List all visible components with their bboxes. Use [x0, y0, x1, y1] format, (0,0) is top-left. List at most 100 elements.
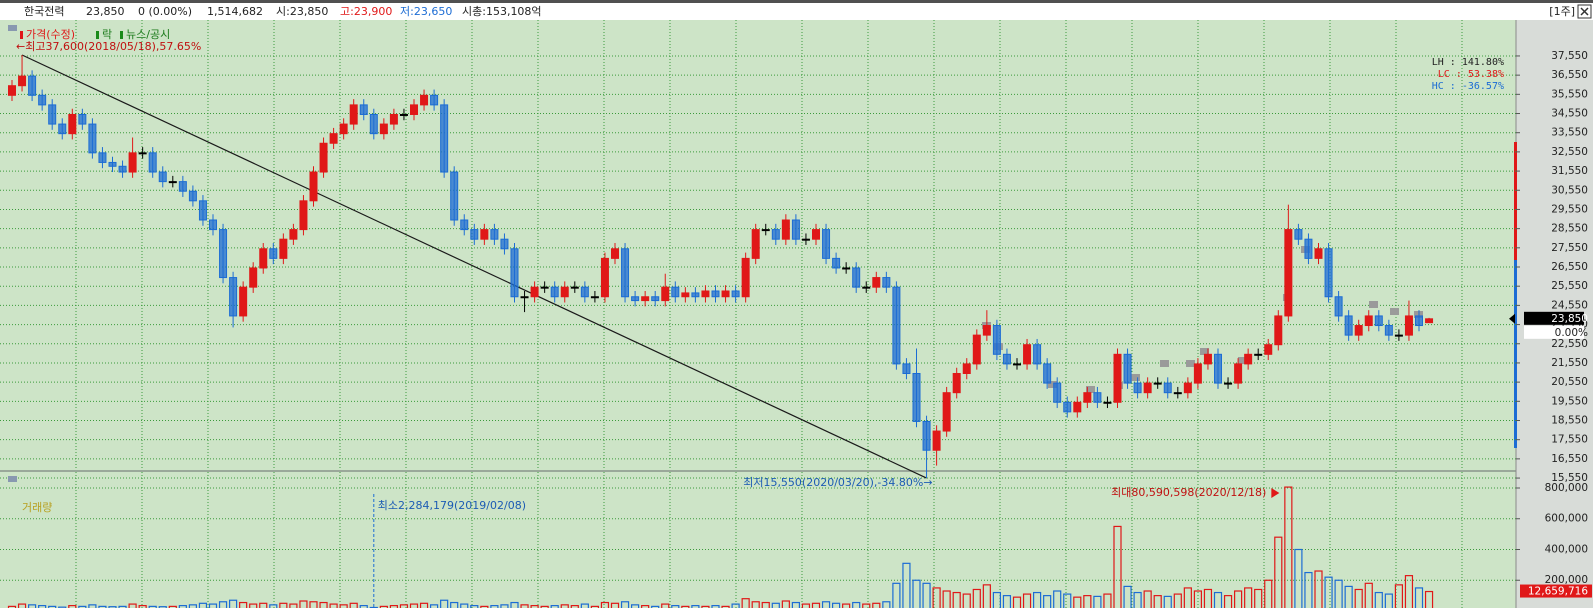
y-tick-label: 17,550	[1551, 434, 1588, 446]
max-annotation: ←최고37,600(2018/05/18),57.65%	[16, 40, 201, 53]
candle-body	[832, 257, 841, 269]
stat-lc: LC : 53.38%	[1438, 69, 1504, 80]
candle-body	[671, 286, 680, 298]
candle-body	[1073, 401, 1082, 413]
candle-body	[962, 363, 971, 374]
candle-body	[1203, 353, 1212, 365]
candle-body	[359, 104, 368, 115]
candle-body	[8, 85, 16, 96]
candle-body	[982, 325, 991, 336]
candle-body	[520, 296, 529, 299]
volume-bar	[912, 579, 921, 608]
volume-bar	[902, 562, 911, 608]
candle-body	[339, 123, 348, 135]
y-tick-label: 34,550	[1551, 108, 1588, 120]
news-icon	[1160, 360, 1169, 367]
candle-body	[269, 248, 278, 259]
volume-bar	[1113, 525, 1122, 608]
candle-body	[309, 171, 318, 202]
volume-bar	[490, 605, 499, 608]
candle-body	[1284, 229, 1293, 317]
volume-bar	[1354, 588, 1363, 608]
volume-bar	[651, 605, 660, 608]
last-volume-box	[1520, 584, 1592, 598]
candle-body	[1083, 392, 1092, 403]
y-tick-label: 24,550	[1551, 299, 1588, 311]
volume-bar	[791, 601, 801, 608]
volume-bar	[68, 605, 77, 608]
candle-body	[771, 229, 780, 240]
candle-body	[1103, 401, 1112, 404]
candle-body	[1394, 334, 1403, 337]
candle-body	[389, 113, 398, 125]
volume-bar	[480, 605, 489, 608]
y-tick-label: 30,550	[1551, 184, 1588, 196]
candle-body	[1425, 318, 1434, 324]
volume-bar	[1203, 588, 1213, 608]
volume-bar	[1233, 590, 1243, 608]
candle-body	[1214, 353, 1222, 384]
min-annotation: 최소2,284,179(2019/02/08)	[378, 499, 526, 512]
volume-bar	[771, 602, 780, 608]
candle-body	[158, 171, 167, 183]
candle-body	[1415, 315, 1423, 327]
candle-body	[1173, 392, 1182, 395]
volume-bar	[1294, 548, 1303, 608]
volume-bar	[1153, 595, 1162, 608]
volume-bar	[1364, 582, 1373, 608]
volume-bar	[1244, 587, 1253, 608]
low: 저:23,650	[400, 5, 452, 18]
candle-body	[430, 94, 439, 106]
volume-bar	[1374, 591, 1383, 608]
candle-body	[510, 248, 519, 298]
candle-body	[1364, 315, 1373, 327]
volume-bar	[7, 605, 17, 608]
close-icon	[1580, 7, 1589, 16]
y-tick-label: 200,000	[1545, 574, 1588, 586]
top-border	[0, 0, 1593, 3]
candle-body	[349, 104, 358, 125]
candle-body	[1304, 238, 1313, 259]
candle-body	[912, 372, 921, 422]
volume-bar	[299, 600, 308, 608]
candle-body	[1183, 382, 1192, 394]
volume-bar	[168, 605, 177, 608]
volume-bar	[550, 605, 559, 608]
candle-body	[1314, 248, 1323, 259]
volume-bar	[821, 601, 831, 608]
volume-bar	[1284, 486, 1293, 608]
volume-bar	[1424, 590, 1434, 608]
high: 고:23,900	[340, 5, 392, 18]
volume-bar	[1012, 596, 1022, 608]
volume-bar	[620, 601, 630, 608]
candle-body	[118, 165, 127, 173]
volume-bar	[741, 598, 750, 608]
y-tick-label: 16,550	[1551, 453, 1588, 465]
volume-bar	[751, 601, 760, 608]
trend-line	[21, 54, 927, 479]
candle-body	[490, 229, 499, 240]
candle-body	[480, 229, 489, 240]
candle-body	[500, 238, 509, 250]
candle-body	[1384, 325, 1393, 336]
volume-bar	[982, 584, 991, 608]
candle-body	[259, 248, 268, 269]
candle-body	[1093, 392, 1102, 403]
period[interactable]: [1주]	[1549, 5, 1575, 18]
candle-body	[872, 277, 881, 288]
volume-bar	[1173, 593, 1182, 608]
volume-bar	[761, 601, 770, 608]
candle-body	[570, 286, 579, 289]
volume-bar	[1344, 585, 1353, 608]
candle-body	[942, 392, 951, 432]
volume-bar	[711, 605, 720, 608]
candle-body	[108, 161, 117, 167]
min-annotation: 최저15,550(2020/03/20),-34.80%→	[743, 476, 932, 489]
y-tick-label: 20,550	[1551, 376, 1588, 388]
news-icon	[1238, 357, 1247, 364]
candle-body	[1002, 353, 1011, 365]
volume-bar	[781, 600, 790, 608]
volume-bar	[1002, 595, 1012, 608]
volume-bar	[218, 601, 228, 608]
price: 23,850	[86, 5, 125, 18]
